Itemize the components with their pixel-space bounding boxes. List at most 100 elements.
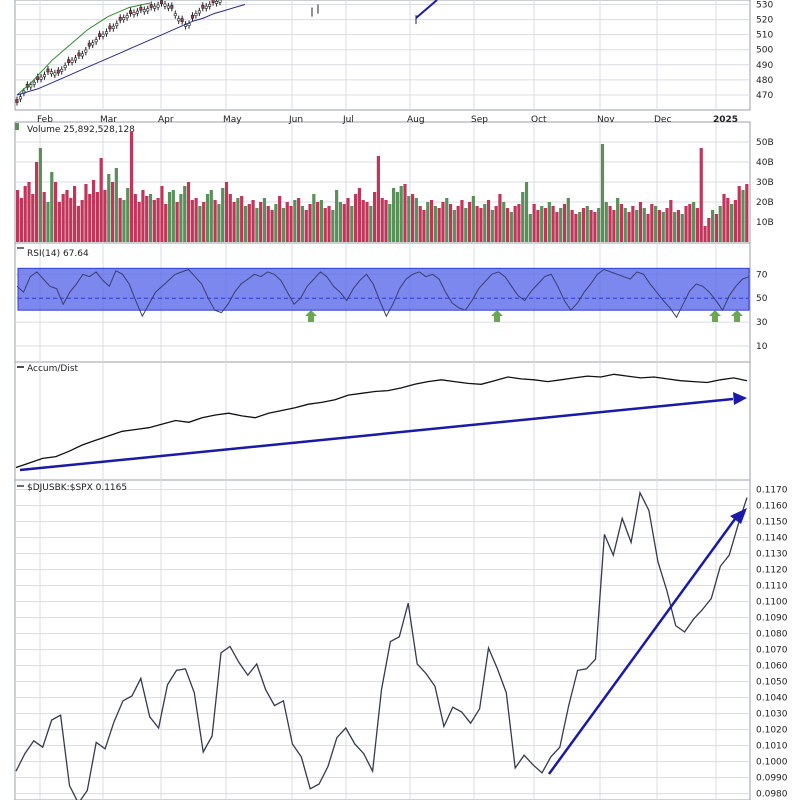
volume-bar — [99, 158, 103, 242]
volume-bar — [418, 206, 422, 242]
volume-bar — [228, 194, 232, 242]
price-candle-body — [160, 0, 164, 4]
price-ma-short-line — [16, 2, 151, 96]
volume-bar — [156, 198, 160, 242]
volume-bar — [19, 198, 23, 242]
volume-bar — [741, 190, 745, 242]
volume-bar — [479, 208, 483, 242]
price-tick-label: 470 — [756, 91, 773, 101]
price-candle-body — [211, 0, 215, 3]
volume-bar — [456, 206, 460, 242]
rsi-buy-signal-arrow — [305, 310, 317, 322]
volume-bar — [266, 206, 270, 242]
volume-bar — [631, 206, 635, 242]
price-tick-label: 490 — [756, 61, 773, 71]
volume-bar — [532, 204, 536, 242]
volume-bar — [433, 206, 437, 242]
volume-title: Volume 25,892,528,128 — [27, 125, 135, 135]
volume-bar — [604, 202, 608, 242]
volume-bar — [585, 206, 589, 242]
rs-trend-line — [547, 518, 737, 775]
volume-bar — [384, 200, 388, 242]
volume-bar — [619, 204, 624, 242]
volume-bar — [703, 226, 707, 242]
panel-frame-ad — [14, 361, 751, 481]
volume-bar — [312, 194, 316, 242]
price-candle-body — [77, 52, 81, 57]
volume-bar — [91, 180, 96, 242]
volume-bar — [53, 182, 58, 242]
volume-bar — [635, 210, 639, 242]
volume-bar — [194, 198, 198, 242]
price-candle-body — [163, 3, 167, 7]
volume-tick-label: 10B — [756, 218, 774, 228]
price-candle-body — [43, 74, 47, 78]
rs-tick-label: 0.1170 — [756, 486, 788, 496]
price-candle-body — [139, 6, 143, 11]
volume-bar — [616, 198, 620, 242]
price-candle-body — [115, 23, 119, 27]
price-tick-label: 480 — [756, 76, 773, 86]
rs-tick-label: 0.1010 — [756, 742, 788, 752]
volume-bar — [160, 186, 164, 242]
volume-bar — [521, 192, 525, 242]
price-candle-body — [18, 96, 22, 100]
price-candle-body — [208, 3, 212, 7]
price-candle-body — [177, 18, 181, 22]
month-label: 2025 — [713, 115, 738, 125]
volume-tick-label: 50B — [756, 138, 774, 148]
volume-bar — [414, 198, 418, 242]
volume-bar — [319, 200, 324, 242]
price-candle-body — [104, 31, 108, 35]
rsi-line — [16, 268, 750, 319]
volume-bar — [110, 182, 115, 242]
price-candle-body — [142, 9, 146, 13]
volume-bar — [357, 188, 362, 242]
rs-tick-label: 0.1030 — [756, 710, 788, 720]
price-candle-body — [218, 0, 222, 3]
volume-bar — [289, 206, 293, 242]
volume-bar — [327, 206, 331, 242]
volume-bar — [627, 212, 631, 242]
rsi-buy-signal-arrow — [731, 310, 743, 322]
volume-bar — [471, 196, 475, 242]
volume-bar — [259, 202, 263, 242]
volume-bar — [726, 198, 730, 242]
price-candle-body — [73, 57, 77, 61]
price-candle-body — [125, 15, 129, 19]
volume-bar — [559, 208, 563, 242]
volume-bar — [509, 212, 513, 242]
volume-bar — [555, 212, 559, 242]
volume-bar — [50, 172, 54, 242]
volume-bar — [536, 210, 540, 242]
price-tick-label: 510 — [756, 31, 773, 41]
volume-bar — [445, 198, 449, 242]
volume-bar — [221, 188, 225, 242]
volume-bar — [103, 190, 107, 242]
volume-bar — [243, 206, 248, 242]
rsi-buy-signal-arrow — [491, 310, 503, 322]
rs-tick-label: 0.1120 — [756, 566, 788, 576]
volume-bar — [490, 210, 494, 242]
accum-dist-trend-line — [19, 397, 734, 472]
volume-bar — [399, 186, 403, 242]
volume-legend-icon — [15, 123, 19, 130]
volume-bar — [278, 196, 282, 242]
price-candle-body — [32, 81, 36, 85]
volume-bar — [429, 200, 434, 242]
volume-bar — [171, 190, 175, 242]
volume-bar — [654, 206, 658, 242]
price-candle-body — [197, 10, 201, 14]
price-candle-body — [36, 76, 40, 80]
volume-bar — [524, 182, 529, 242]
volume-bar — [566, 198, 570, 242]
volume-bar — [46, 202, 50, 242]
rs-tick-label: 0.1080 — [756, 630, 788, 640]
price-candle-body — [118, 16, 122, 21]
volume-bar — [673, 212, 677, 242]
volume-bar — [600, 144, 605, 242]
volume-bar — [224, 182, 229, 242]
volume-bar — [164, 204, 168, 242]
panel-layer — [14, 0, 751, 801]
